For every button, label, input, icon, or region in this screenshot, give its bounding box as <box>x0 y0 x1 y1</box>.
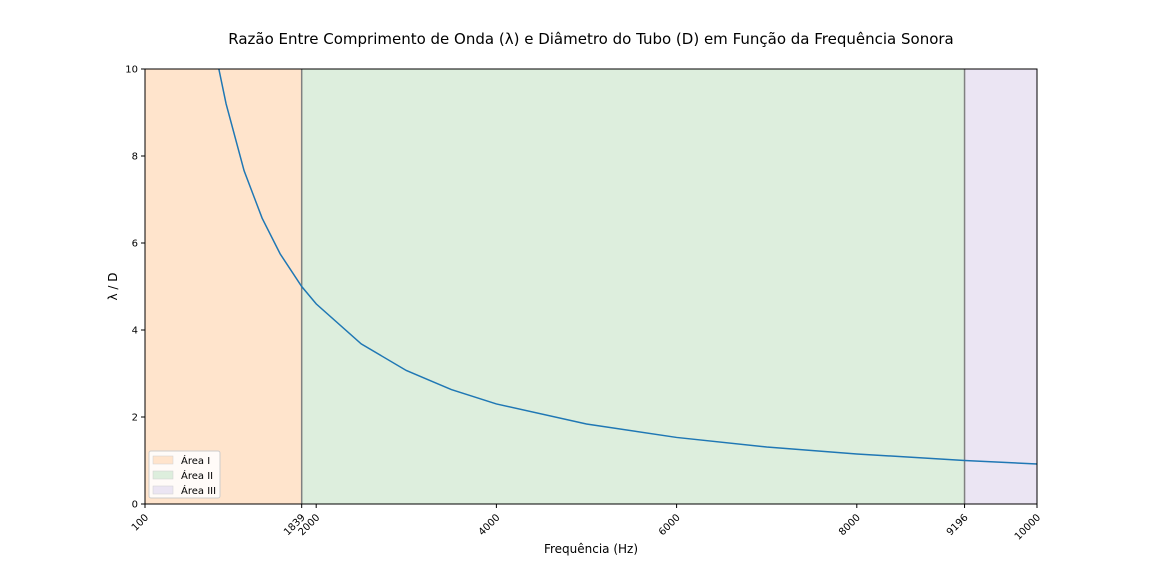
chart-title: Razão Entre Comprimento de Onda (λ) e Di… <box>228 30 954 48</box>
x-tick-label: 10000 <box>1013 512 1043 542</box>
y-tick-label: 2 <box>132 413 138 424</box>
x-tick-label: 9196 <box>945 512 971 538</box>
legend-swatch-1 <box>152 455 174 465</box>
region-3 <box>964 69 1037 504</box>
y-axis-label: λ / D <box>106 272 120 300</box>
y-tick-label: 10 <box>125 65 138 76</box>
y-tick-label: 6 <box>132 239 138 250</box>
legend-label-3: Área III <box>181 484 216 497</box>
regions <box>145 69 1037 504</box>
y-tick-label: 4 <box>132 326 138 337</box>
plot-frame <box>144 68 1038 505</box>
x-tick-label: 4000 <box>477 512 503 538</box>
legend: Área I Área II Área III <box>148 450 221 499</box>
region-2 <box>301 69 965 504</box>
x-tick-label: 8000 <box>837 512 863 538</box>
x-axis-label: Frequência (Hz) <box>544 542 638 556</box>
region-1 <box>145 69 302 504</box>
legend-label-2: Área II <box>181 469 213 482</box>
legend-swatch-2 <box>152 470 174 480</box>
y-axis: 0 2 4 6 8 10 <box>125 65 145 511</box>
legend-label-1: Área I <box>181 454 210 467</box>
series-line-1 <box>218 69 1037 465</box>
x-tick-label: 100 <box>130 512 151 533</box>
legend-swatch-3 <box>152 485 174 495</box>
x-tick-label: 6000 <box>657 512 683 538</box>
y-tick-label: 0 <box>132 500 138 511</box>
series-layer <box>218 69 1037 465</box>
y-tick-label: 8 <box>132 152 138 163</box>
